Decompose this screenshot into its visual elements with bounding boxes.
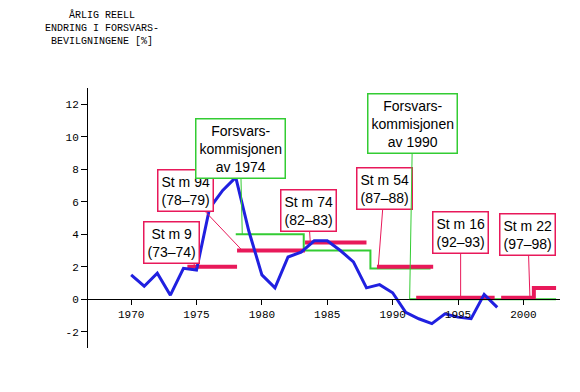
svg-text:St m 16(92–93): St m 16(92–93) bbox=[437, 216, 485, 250]
svg-text:St m 9(73–74): St m 9(73–74) bbox=[148, 226, 196, 260]
svg-text:St m 22(97–98): St m 22(97–98) bbox=[504, 218, 552, 252]
svg-text:Forsvars-kommisjonenav 1990: Forsvars-kommisjonenav 1990 bbox=[372, 98, 454, 150]
svg-text:2000: 2000 bbox=[510, 309, 536, 321]
svg-text:12: 12 bbox=[66, 99, 79, 111]
svg-text:1995: 1995 bbox=[445, 309, 471, 321]
svg-text:1970: 1970 bbox=[118, 309, 144, 321]
svg-text:0: 0 bbox=[72, 294, 79, 306]
svg-text:St m 74(82–83): St m 74(82–83) bbox=[285, 194, 333, 228]
svg-text:St m 94(78–79): St m 94(78–79) bbox=[162, 174, 210, 208]
svg-text:4: 4 bbox=[72, 229, 79, 241]
svg-text:1985: 1985 bbox=[314, 309, 340, 321]
svg-text:-2: -2 bbox=[66, 327, 79, 339]
svg-text:2: 2 bbox=[72, 262, 79, 274]
svg-text:1975: 1975 bbox=[183, 309, 209, 321]
svg-text:6: 6 bbox=[72, 197, 79, 209]
svg-text:Forsvars-kommisjonenav 1974: Forsvars-kommisjonenav 1974 bbox=[200, 123, 282, 175]
svg-text:8: 8 bbox=[72, 164, 79, 176]
svg-text:1980: 1980 bbox=[249, 309, 275, 321]
svg-text:ÅRLIG REELLENDRING I FORSVARS-: ÅRLIG REELLENDRING I FORSVARS-BEVILGNING… bbox=[45, 9, 159, 47]
svg-text:St m 54(87–88): St m 54(87–88) bbox=[361, 172, 409, 206]
svg-text:1990: 1990 bbox=[379, 309, 405, 321]
svg-text:10: 10 bbox=[66, 132, 79, 144]
